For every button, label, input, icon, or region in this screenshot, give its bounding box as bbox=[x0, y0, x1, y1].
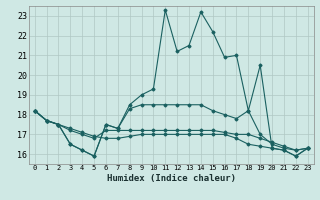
X-axis label: Humidex (Indice chaleur): Humidex (Indice chaleur) bbox=[107, 174, 236, 183]
